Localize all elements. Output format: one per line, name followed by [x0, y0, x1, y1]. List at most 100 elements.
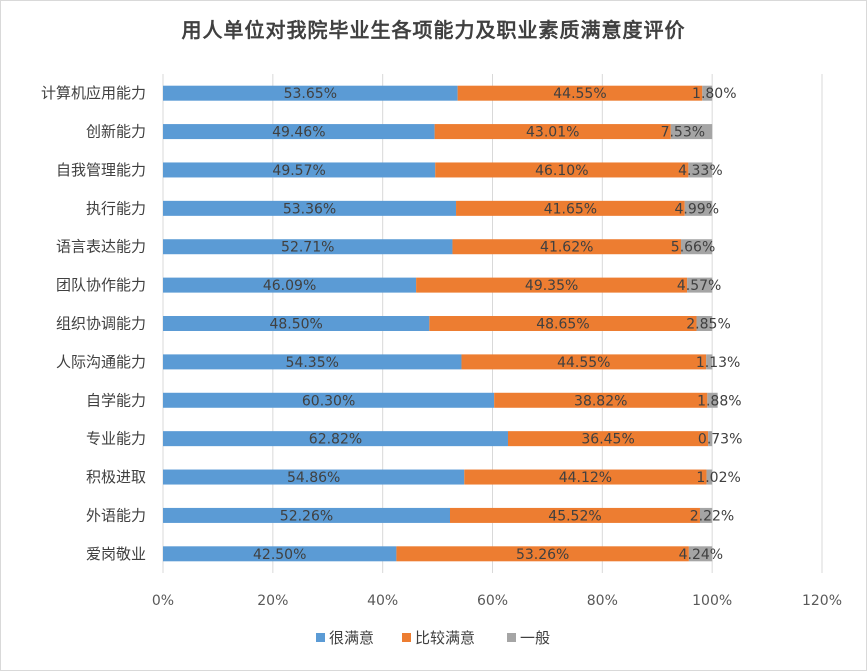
bar-segment: [163, 392, 495, 408]
category-label: 组织协调能力: [56, 315, 146, 333]
data-label: 41.62%: [540, 240, 593, 256]
bar-segment: [702, 85, 713, 101]
data-label: 4.24%: [679, 547, 723, 563]
legend-swatch: [402, 633, 411, 642]
data-label: 49.46%: [272, 125, 325, 141]
data-label: 49.57%: [272, 163, 325, 179]
x-tick-label: 20%: [257, 593, 288, 609]
bar-segment: [457, 85, 703, 101]
category-label: 执行能力: [86, 199, 146, 217]
bar-segment: [449, 507, 700, 523]
data-label: 48.65%: [536, 317, 589, 333]
bar-segment: [706, 469, 713, 485]
bar-segment: [464, 469, 707, 485]
data-label: 48.50%: [269, 317, 322, 333]
data-label: 2.85%: [686, 317, 730, 333]
bar-segment: [416, 277, 688, 293]
bar-segment: [688, 546, 713, 562]
data-label: 52.71%: [281, 240, 334, 256]
category-label: 团队协作能力: [56, 276, 146, 294]
bar-segment: [681, 239, 713, 255]
bar-segment: [163, 85, 458, 101]
data-label: 4.99%: [675, 201, 719, 217]
data-label: 1.80%: [692, 86, 736, 102]
bar-segment: [163, 200, 457, 216]
data-label: 49.35%: [525, 278, 578, 294]
category-label: 人际沟通能力: [56, 353, 146, 371]
data-label: 1.13%: [696, 355, 740, 371]
bar-segment: [163, 124, 435, 140]
data-label: 54.35%: [286, 355, 339, 371]
x-tick-label: 120%: [802, 593, 842, 609]
data-label: 41.65%: [544, 201, 597, 217]
legend-swatch: [316, 633, 325, 642]
data-label: 5.66%: [671, 240, 715, 256]
category-labels: 计算机应用能力创新能力自我管理能力执行能力语言表达能力团队协作能力组织协调能力人…: [41, 84, 146, 563]
data-label: 44.55%: [557, 355, 610, 371]
data-label: 0.73%: [698, 432, 742, 448]
bar-segment: [684, 200, 713, 216]
bar-segment: [461, 354, 707, 370]
data-label: 4.57%: [677, 278, 721, 294]
bar-segment: [163, 546, 397, 562]
bar-segment: [699, 507, 713, 523]
legend-label: 很满意: [329, 629, 374, 647]
bar-segment: [494, 392, 708, 408]
bar-segment: [163, 354, 462, 370]
data-label: 7.53%: [661, 125, 705, 141]
data-label: 52.26%: [280, 508, 333, 524]
category-label: 计算机应用能力: [41, 84, 146, 102]
bar-segment: [687, 277, 713, 293]
x-tick-label: 60%: [477, 593, 508, 609]
category-label: 创新能力: [86, 123, 146, 141]
bar-segment: [434, 124, 671, 140]
bar-segment: [396, 546, 689, 562]
bar-segment: [456, 200, 685, 216]
data-label: 54.86%: [287, 470, 340, 486]
data-label: 1.88%: [697, 393, 741, 409]
bar-segment: [163, 277, 417, 293]
data-label: 45.52%: [548, 508, 601, 524]
bar-segment: [507, 431, 709, 447]
data-label: 46.10%: [535, 163, 588, 179]
legend-swatch: [507, 633, 516, 642]
bar-segment: [707, 392, 718, 408]
data-label: 44.12%: [559, 470, 612, 486]
bars: 53.65% 44.55% 1.80% 49.46% 43.01% 7.53% 49.57%…: [163, 85, 742, 563]
data-label: 42.50%: [253, 547, 306, 563]
data-label: 53.36%: [283, 201, 336, 217]
bar-segment: [163, 316, 430, 331]
data-label: 62.82%: [309, 432, 362, 448]
legend: 很满意 比较满意 一般: [316, 629, 550, 647]
bar-segment: [163, 507, 450, 523]
legend-label: 一般: [520, 629, 550, 647]
category-label: 积极进取: [86, 468, 146, 486]
data-label: 43.01%: [526, 125, 579, 141]
x-tick-label: 80%: [587, 593, 618, 609]
bar-segment: [435, 162, 689, 178]
bar-segment: [163, 431, 508, 447]
category-label: 自学能力: [86, 391, 146, 409]
chart-title: 用人单位对我院毕业生各项能力及职业素质满意度评价: [181, 18, 686, 42]
data-label: 4.33%: [678, 163, 722, 179]
tick-labels: 0% 20% 40% 60% 80% 100% 120%: [152, 593, 842, 609]
category-label: 专业能力: [86, 430, 146, 448]
data-label: 44.55%: [553, 86, 606, 102]
bar-segment: [670, 124, 713, 140]
bar-segment: [163, 469, 465, 485]
data-label: 38.82%: [574, 393, 627, 409]
data-label: 60.30%: [302, 393, 355, 409]
bar-segment: [163, 162, 436, 178]
legend-label: 比较满意: [415, 629, 475, 647]
bar-segment: [708, 431, 713, 447]
x-tick-label: 40%: [367, 593, 398, 609]
data-label: 36.45%: [581, 432, 634, 448]
bar-segment: [163, 239, 453, 255]
data-label: 1.02%: [696, 470, 740, 486]
bar-segment: [696, 316, 713, 331]
data-label: 53.65%: [284, 86, 337, 102]
data-label: 46.09%: [263, 278, 316, 294]
data-label: 2.22%: [690, 508, 734, 524]
category-label: 语言表达能力: [56, 238, 146, 256]
